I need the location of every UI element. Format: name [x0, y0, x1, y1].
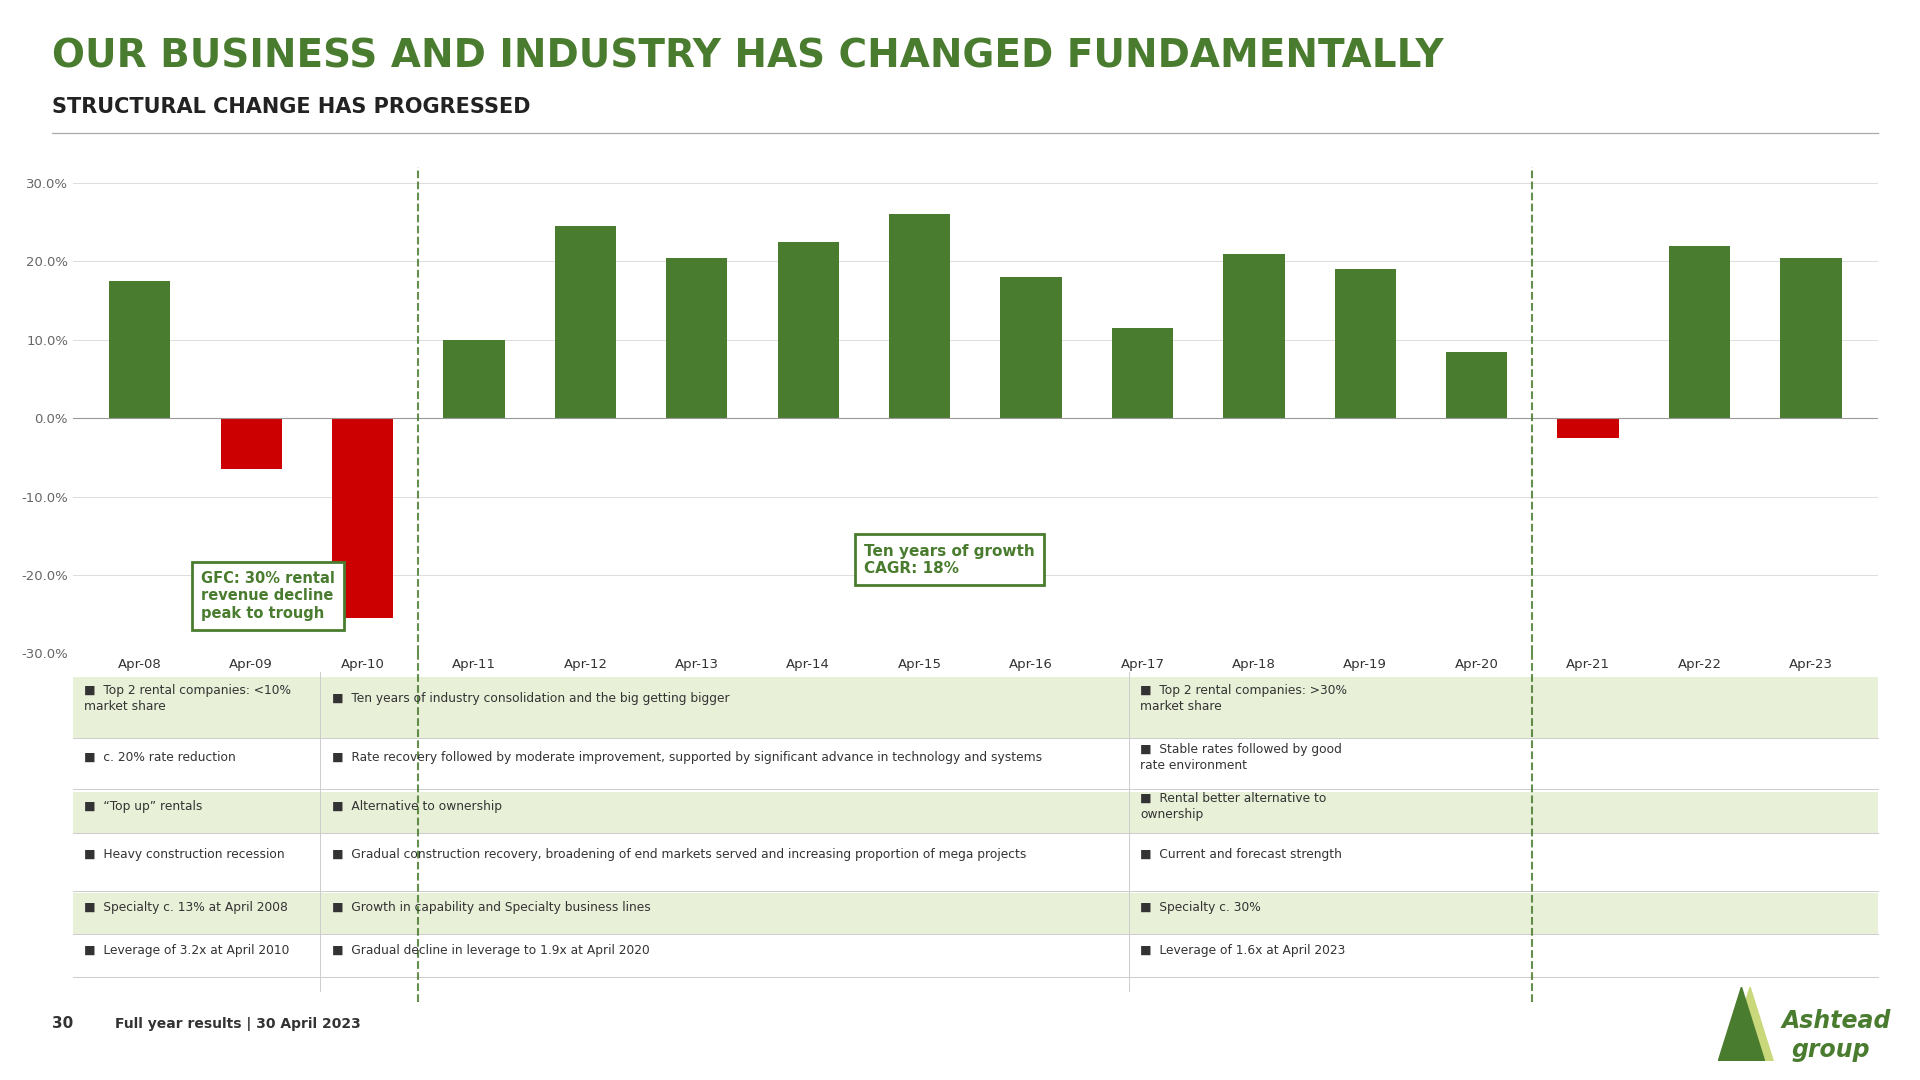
- Text: ■  Top 2 rental companies: >30%
market share: ■ Top 2 rental companies: >30% market sh…: [1140, 684, 1348, 713]
- Bar: [109, 281, 171, 418]
- Bar: [1334, 269, 1396, 418]
- Text: ■  Growth in capability and Specialty business lines: ■ Growth in capability and Specialty bus…: [332, 901, 651, 914]
- Text: ■  Leverage of 1.6x at April 2023: ■ Leverage of 1.6x at April 2023: [1140, 944, 1346, 957]
- Text: ■  Leverage of 3.2x at April 2010: ■ Leverage of 3.2x at April 2010: [84, 944, 290, 957]
- Text: ■  Rental better alternative to
ownership: ■ Rental better alternative to ownership: [1140, 792, 1327, 821]
- Bar: [1112, 328, 1173, 418]
- Text: ■  Specialty c. 30%: ■ Specialty c. 30%: [1140, 901, 1261, 914]
- Text: ■  Gradual decline in leverage to 1.9x at April 2020: ■ Gradual decline in leverage to 1.9x at…: [332, 944, 649, 957]
- Bar: [1780, 257, 1841, 418]
- Text: STRUCTURAL CHANGE HAS PROGRESSED: STRUCTURAL CHANGE HAS PROGRESSED: [52, 97, 530, 118]
- Bar: [444, 340, 505, 418]
- Text: GFC: 30% rental
revenue decline
peak to trough: GFC: 30% rental revenue decline peak to …: [202, 571, 334, 621]
- Text: 30: 30: [52, 1016, 73, 1031]
- Bar: [1557, 418, 1619, 437]
- Text: ■  Rate recovery followed by moderate improvement, supported by significant adva: ■ Rate recovery followed by moderate imp…: [332, 751, 1043, 764]
- Text: OUR BUSINESS AND INDUSTRY HAS CHANGED FUNDAMENTALLY: OUR BUSINESS AND INDUSTRY HAS CHANGED FU…: [52, 38, 1444, 76]
- Text: Full year results | 30 April 2023: Full year results | 30 April 2023: [115, 1017, 361, 1030]
- Text: Ten years of growth
CAGR: 18%: Ten years of growth CAGR: 18%: [864, 543, 1035, 576]
- Polygon shape: [1728, 987, 1772, 1061]
- Text: ■  Ten years of industry consolidation and the big getting bigger: ■ Ten years of industry consolidation an…: [332, 692, 730, 705]
- Bar: [221, 418, 282, 469]
- Text: ■  Top 2 rental companies: <10%
market share: ■ Top 2 rental companies: <10% market sh…: [84, 684, 292, 713]
- Text: ■  Alternative to ownership: ■ Alternative to ownership: [332, 799, 501, 812]
- Text: ■  c. 20% rate reduction: ■ c. 20% rate reduction: [84, 751, 236, 764]
- Polygon shape: [1718, 987, 1764, 1061]
- Bar: [1223, 254, 1284, 418]
- Text: ■  Gradual construction recovery, broadening of end markets served and increasin: ■ Gradual construction recovery, broaden…: [332, 848, 1025, 861]
- Bar: [1000, 278, 1062, 418]
- Text: ■  Specialty c. 13% at April 2008: ■ Specialty c. 13% at April 2008: [84, 901, 288, 914]
- Text: ■  Stable rates followed by good
rate environment: ■ Stable rates followed by good rate env…: [1140, 743, 1342, 772]
- Text: ■  Heavy construction recession: ■ Heavy construction recession: [84, 848, 284, 861]
- Bar: [1668, 246, 1730, 418]
- Bar: [778, 242, 839, 418]
- Text: ■  Current and forecast strength: ■ Current and forecast strength: [1140, 848, 1342, 861]
- Bar: [889, 215, 950, 418]
- Text: ■  “Top up” rentals: ■ “Top up” rentals: [84, 799, 204, 812]
- Bar: [666, 257, 728, 418]
- Bar: [332, 418, 394, 618]
- Bar: [1446, 352, 1507, 418]
- Text: Ashtead: Ashtead: [1782, 1009, 1891, 1032]
- Text: group: group: [1791, 1038, 1870, 1062]
- Bar: [555, 226, 616, 418]
